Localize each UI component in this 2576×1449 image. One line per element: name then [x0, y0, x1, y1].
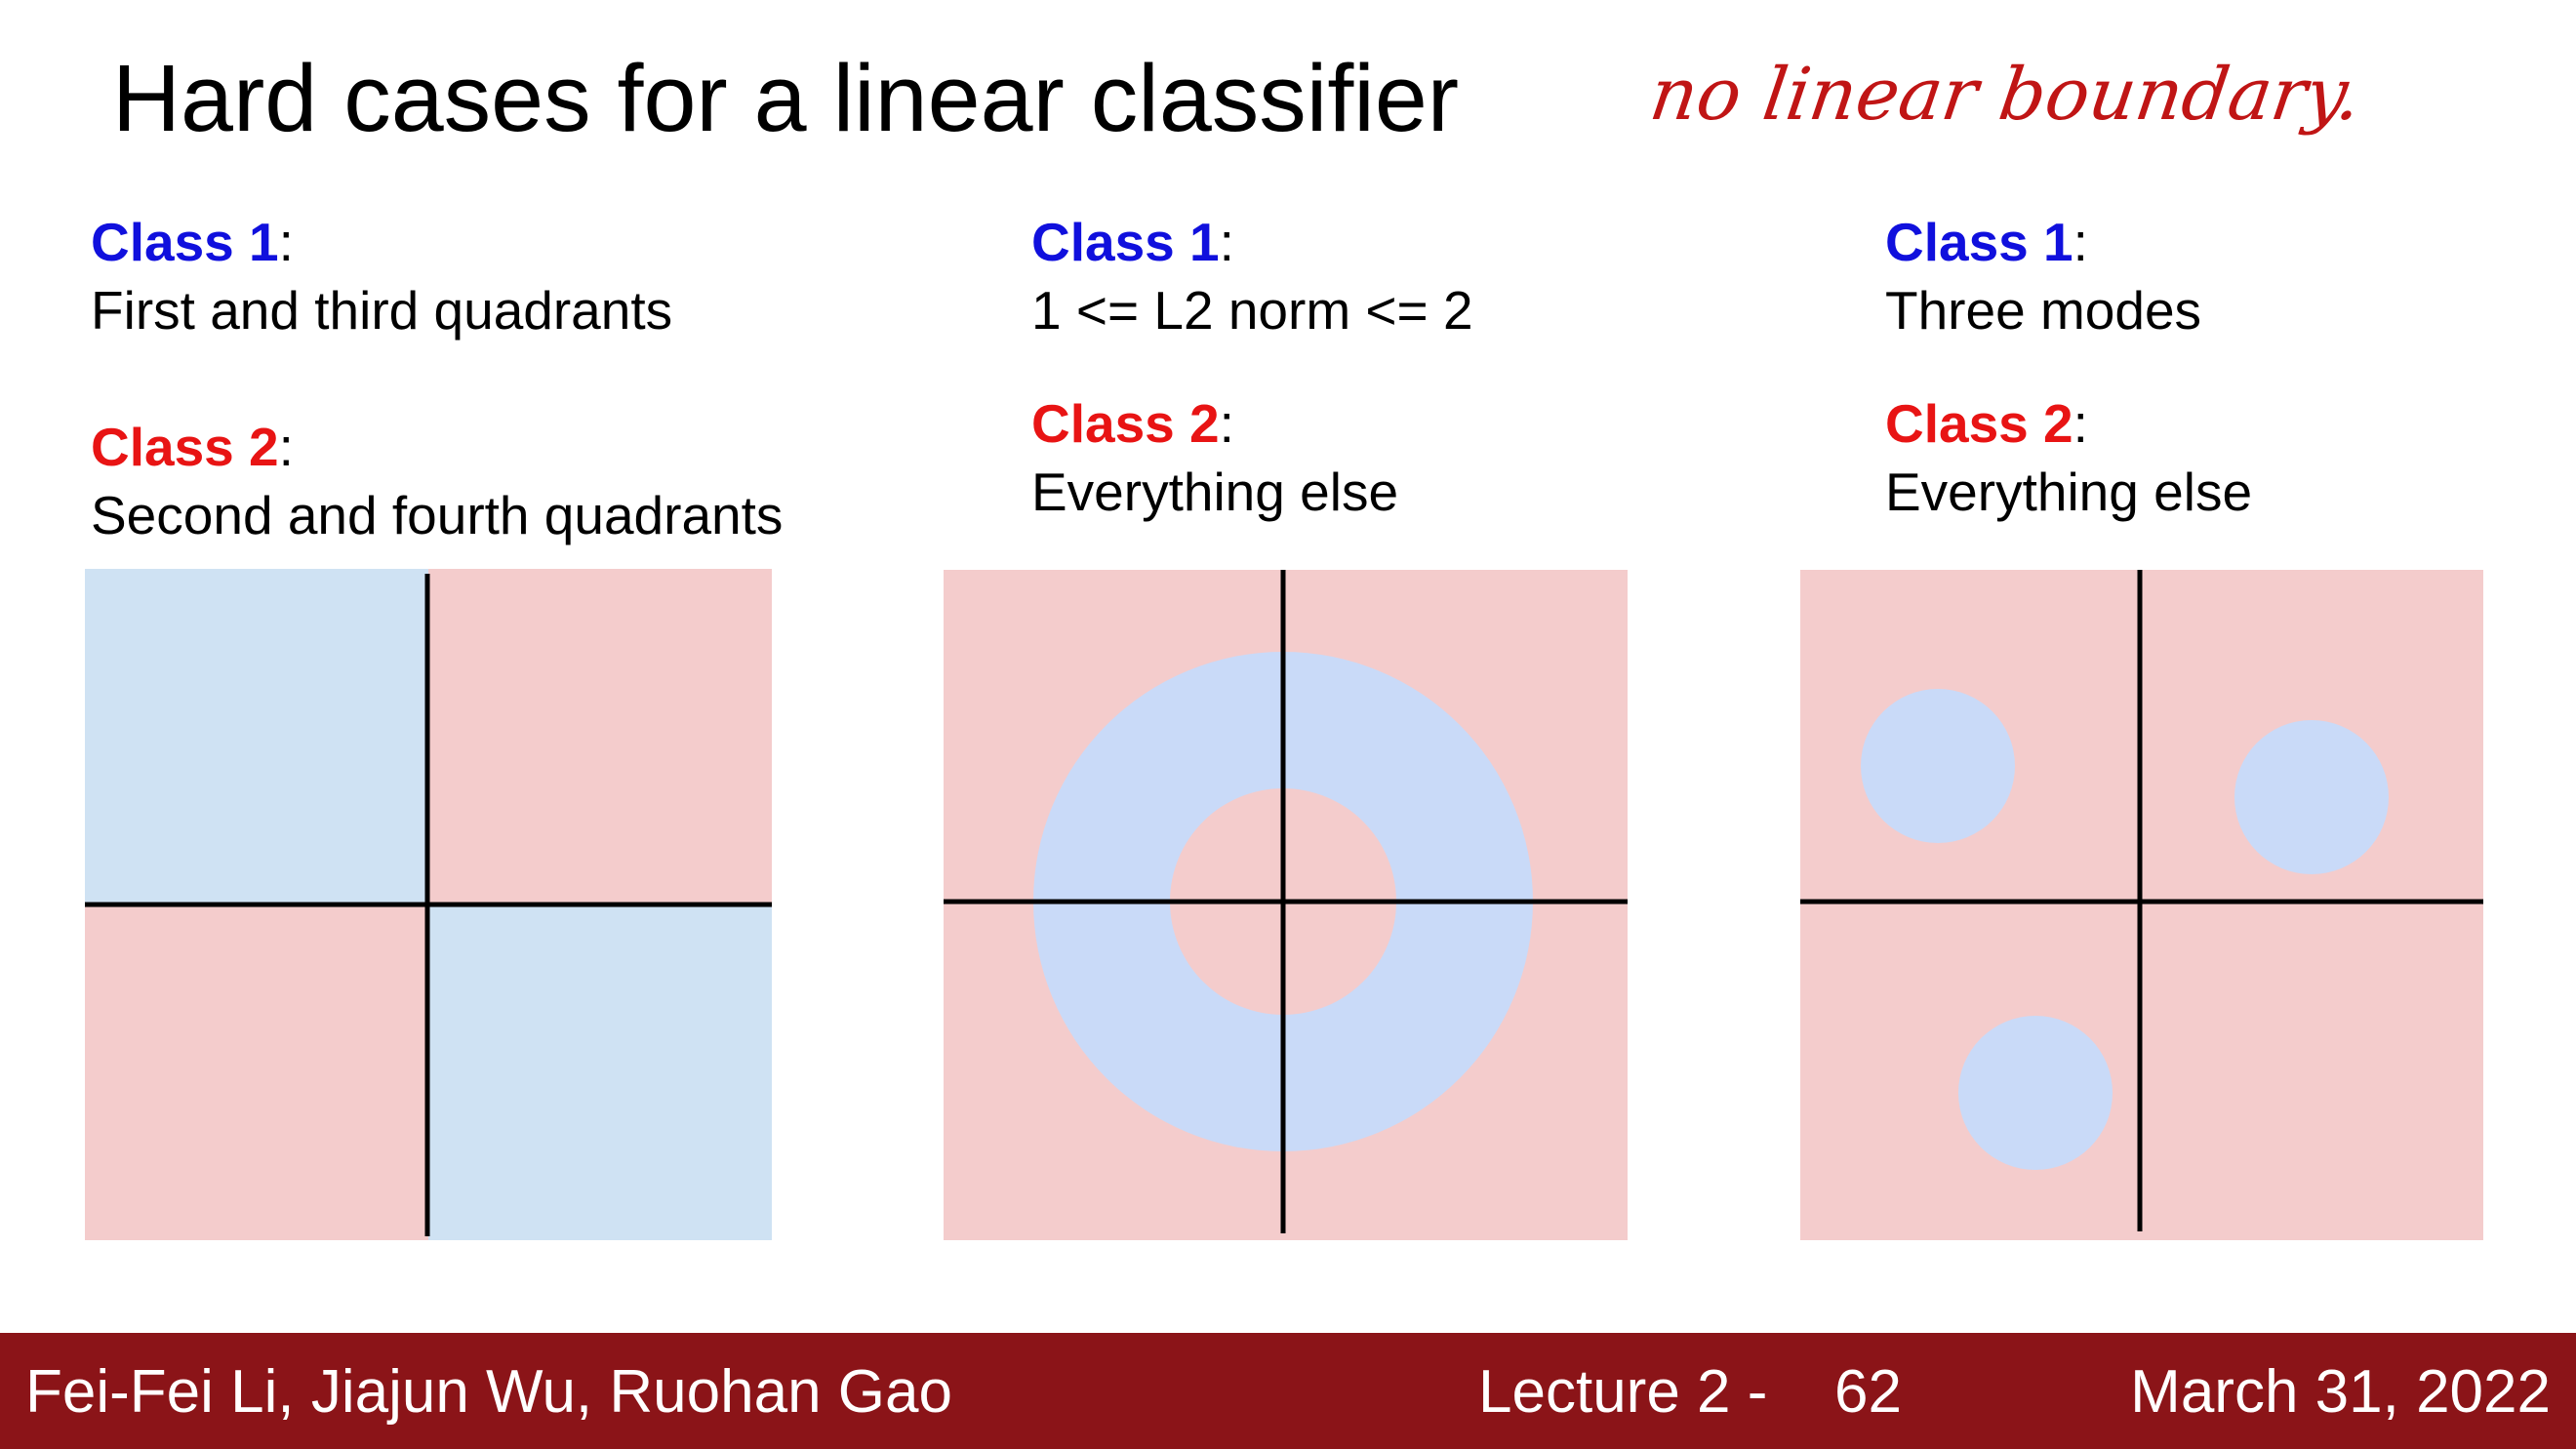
footer-date: March 31, 2022 [2130, 1358, 2551, 1426]
case-3-class1-label: Class 1 [1885, 212, 2073, 272]
slide-title: Hard cases for a linear classifier [112, 45, 1460, 151]
case-3-class1-desc: Three modes [1885, 280, 2202, 341]
quadrant-top-right-class2 [428, 569, 772, 905]
mode-1-class1 [1861, 689, 2015, 843]
quadrant-top-left-class1 [85, 569, 428, 905]
quadrant-bottom-left-class2 [85, 905, 428, 1240]
three-modes-diagram [1800, 570, 2483, 1240]
case-2-class2-label: Class 2 [1031, 393, 1220, 454]
case-3-description: Class 1: Three modes Class 2: Everything… [1885, 208, 2252, 526]
case-2-description: Class 1: 1 <= L2 norm <= 2 Class 2: Ever… [1031, 208, 1473, 526]
ring-diagram [944, 570, 1628, 1240]
case-2-class1-label: Class 1 [1031, 212, 1220, 272]
case-1-class2-desc: Second and fourth quadrants [91, 485, 784, 545]
mode-2-class1 [2234, 720, 2389, 874]
footer-lecture: Lecture 2 - [1478, 1358, 1768, 1426]
footer-page-number: 62 [1834, 1358, 1902, 1426]
footer-authors: Fei-Fei Li, Jiajun Wu, Ruohan Gao [25, 1358, 952, 1426]
quadrants-diagram [85, 569, 772, 1240]
handwritten-annotation: no linear boundary. [1644, 53, 2367, 137]
mode-3-class1 [1958, 1016, 2113, 1170]
case-1-description: Class 1: First and third quadrants Class… [91, 208, 783, 549]
case-3-class2-desc: Everything else [1885, 462, 2253, 522]
case-3-class2-label: Class 2 [1885, 393, 2073, 454]
case-2-class1-desc: 1 <= L2 norm <= 2 [1031, 280, 1473, 341]
case-1-class2-label: Class 2 [91, 417, 279, 477]
case-1-class1-label: Class 1 [91, 212, 279, 272]
case-1-class1-desc: First and third quadrants [91, 280, 673, 341]
case-2-class2-desc: Everything else [1031, 462, 1399, 522]
quadrant-bottom-right-class1 [428, 905, 772, 1240]
slide-footer: Fei-Fei Li, Jiajun Wu, Ruohan Gao Lectur… [0, 1333, 2576, 1449]
